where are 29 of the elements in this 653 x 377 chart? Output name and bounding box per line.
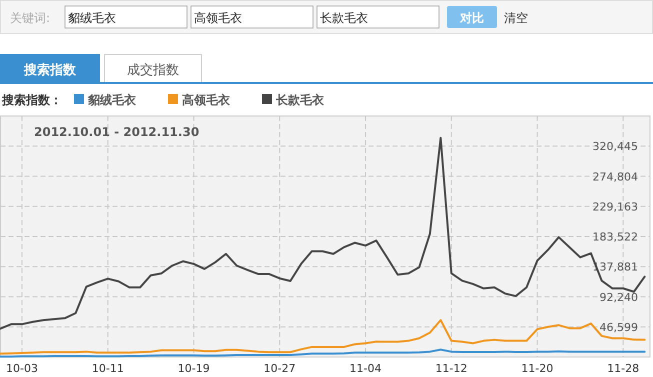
y-tick-label: 183,522 (592, 230, 638, 244)
text: 关键词: (10, 11, 50, 25)
x-tick-label: 11-04 (350, 362, 382, 375)
x-tick-label: 11-20 (521, 362, 554, 375)
x-tick-label: 10-03 (6, 362, 38, 375)
x-tick-label: 10-27 (264, 362, 296, 375)
y-tick-label: 229,163 (592, 200, 638, 214)
text: 搜索指数 (23, 62, 77, 78)
x-tick-label: 10-19 (178, 362, 210, 375)
line-series (0, 348, 646, 358)
text: 高领毛衣 (194, 11, 242, 25)
text: 清空 (504, 11, 528, 25)
legend-label: 长款毛衣 (275, 93, 325, 107)
text: 貂绒毛衣 (68, 11, 116, 25)
text: 2012.10.01 - 2012.11.30 (34, 125, 200, 139)
legend-label: 貂绒毛衣 (87, 93, 137, 107)
text: 对比 (459, 11, 484, 25)
y-tick-label: 274,804 (592, 170, 638, 184)
y-tick-label: 92,240 (600, 290, 638, 304)
line-series (0, 319, 646, 355)
legend-title: 搜索指数： (1, 93, 62, 107)
y-tick-label: 320,445 (592, 140, 638, 154)
x-tick-label: 11-12 (435, 362, 468, 375)
text: 成交指数 (127, 62, 179, 78)
x-tick-label: 11-28 (607, 362, 640, 375)
y-tick-label: 46,599 (600, 320, 638, 334)
x-tick-label: 10-11 (92, 362, 124, 375)
legend-label: 高领毛衣 (182, 93, 231, 107)
text: 长款毛衣 (320, 11, 368, 25)
